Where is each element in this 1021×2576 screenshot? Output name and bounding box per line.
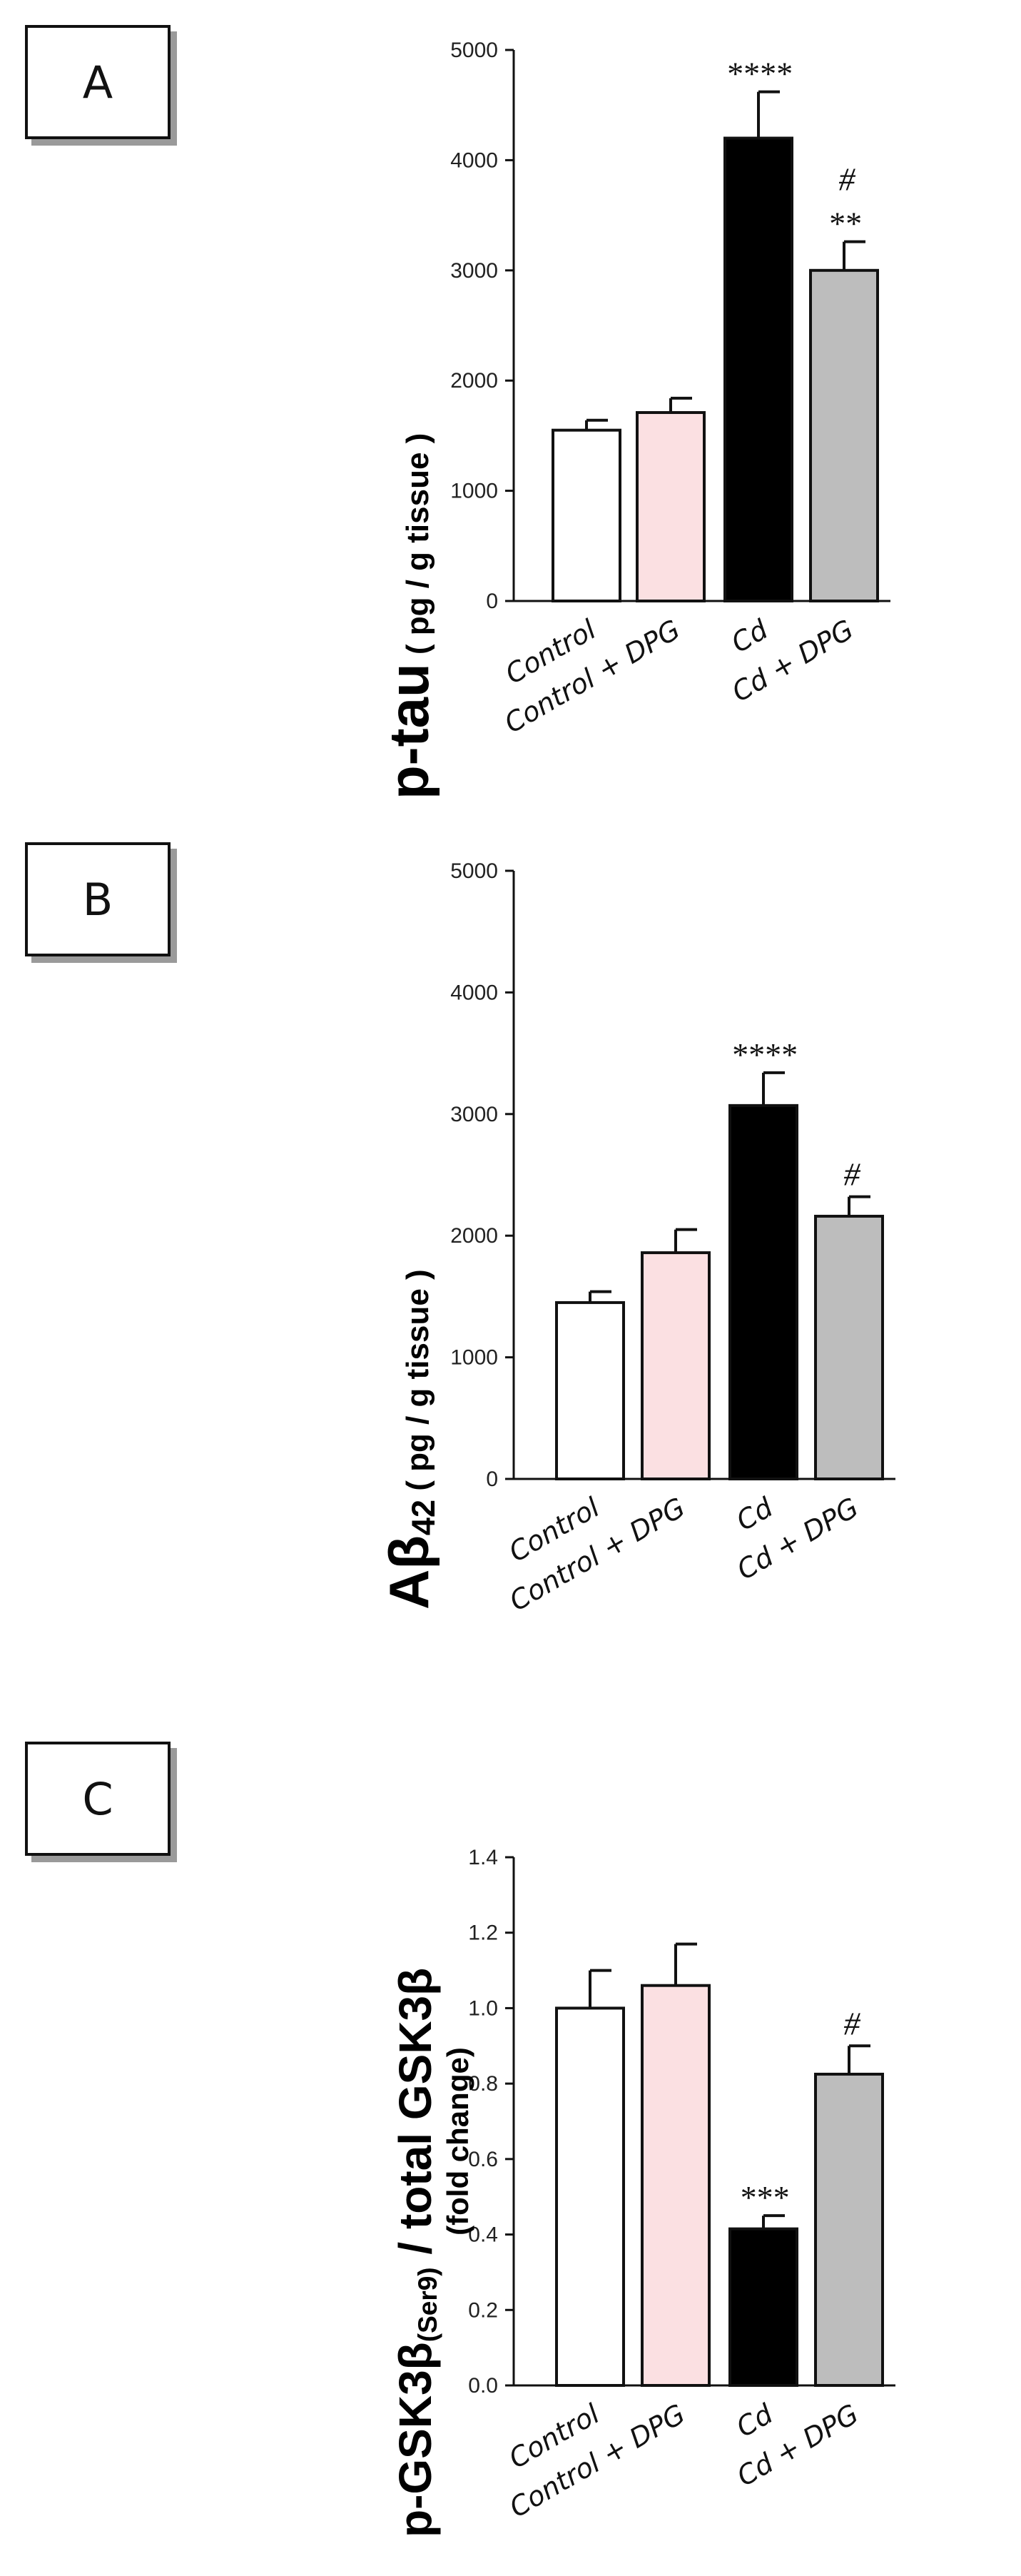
significance-hash: #: [844, 1156, 861, 1193]
significance-star: ***: [739, 2179, 788, 2216]
y-tick-label: 3000: [450, 1103, 498, 1126]
y-axis-title-subscript: (Ser9): [413, 2267, 442, 2342]
y-axis-title: p-GSK3β(Ser9) / total GSK3β: [390, 1968, 442, 2537]
bar-control: [552, 428, 621, 602]
panel-c-label-box: C: [25, 1742, 171, 1856]
y-axis-unit: ( pg / g tissue ): [400, 1269, 435, 1500]
bar-control: [555, 2006, 625, 2387]
bar-cd: [728, 1103, 798, 1480]
y-tick-label: 0.2: [468, 2298, 498, 2322]
bar-cd-dpg: [809, 268, 879, 602]
panel-b-letter: B: [82, 873, 113, 926]
bar-control-dpg: [641, 1251, 711, 1481]
y-axis-title-main: p-GSK3β: [390, 2342, 441, 2537]
significance-star: **: [828, 206, 860, 242]
bar-control-dpg: [641, 1984, 711, 2388]
y-tick-label: 4000: [450, 981, 498, 1004]
y-tick-label: 5000: [450, 39, 498, 62]
y-tick-label: 2000: [450, 1224, 498, 1248]
panel-c-letter: C: [82, 1772, 113, 1825]
y-axis-title-subscript: 42: [405, 1500, 442, 1535]
panel-a-letter: A: [82, 56, 113, 108]
category-label: Cd: [731, 1491, 779, 1537]
significance-hash: #: [839, 161, 856, 198]
y-axis-title-rest: / total GSK3β: [390, 1968, 441, 2268]
y-axis-title-main: Aβ: [377, 1535, 440, 1610]
bar-cd-dpg: [814, 2072, 884, 2387]
y-tick-label: 0.6: [468, 2148, 498, 2171]
y-tick-label: 1000: [450, 480, 498, 503]
bar-cd-dpg: [814, 1214, 884, 1481]
y-tick-label: 1000: [450, 1346, 498, 1370]
y-tick-label: 2000: [450, 369, 498, 393]
y-axis-title: Aβ42 ( pg / g tissue ): [377, 1269, 442, 1610]
y-tick-label: 1.2: [468, 1921, 498, 1945]
y-tick-label: 0: [486, 1468, 498, 1491]
significance-star: ****: [731, 1036, 796, 1073]
y-tick-label: 0.4: [468, 2223, 498, 2247]
y-tick-label: 3000: [450, 259, 498, 283]
bar-cd: [723, 136, 793, 602]
y-tick-label: 1.0: [468, 1996, 498, 2020]
significance-hash: #: [844, 2005, 861, 2041]
significance-star: ****: [726, 56, 791, 92]
bar-control: [555, 1300, 625, 1481]
y-tick-label: 0: [486, 590, 498, 613]
panel-a-label-box: A: [25, 25, 171, 139]
panel-b-label-box: B: [25, 842, 171, 956]
y-axis-title: p-tau ( pg / g tissue ): [377, 433, 440, 799]
y-axis-unit: (fold change): [441, 2047, 474, 2236]
y-tick-label: 0.8: [468, 2072, 498, 2096]
y-tick-label: 5000: [450, 859, 498, 883]
y-axis-title-main: p-tau: [377, 663, 440, 799]
y-tick-label: 1.4: [468, 1846, 498, 1869]
category-label: Cd: [731, 2398, 779, 2443]
bar-control-dpg: [636, 410, 706, 602]
bar-cd: [728, 2227, 798, 2387]
y-axis-unit: ( pg / g tissue ): [400, 433, 435, 664]
y-tick-label: 0.0: [468, 2374, 498, 2398]
y-tick-label: 4000: [450, 148, 498, 172]
category-label: Cd: [726, 613, 774, 659]
